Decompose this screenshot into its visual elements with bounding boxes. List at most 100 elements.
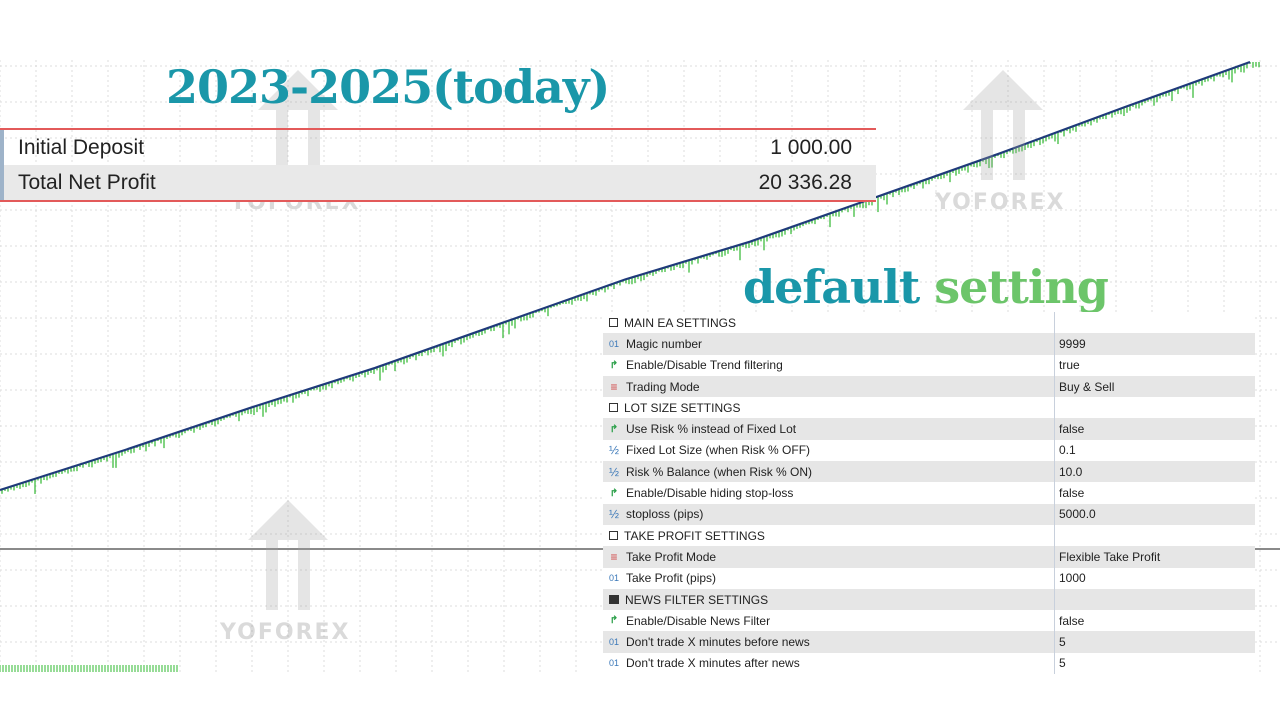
checkbox-icon [609,531,618,541]
watermark-logo [248,500,328,610]
parameter-row[interactable]: ≡ Trading Mode Buy & Sell [603,375,1255,398]
settings-heading-part1: default [743,260,920,314]
parameter-value[interactable]: false [1059,422,1085,437]
enum-icon: ≡ [610,379,618,394]
parameter-name-cell: 01 Don't trade X minutes before news [603,631,1055,653]
parameter-row[interactable]: 01 Don't trade X minutes before news 5 [603,631,1255,653]
parameter-value[interactable]: Flexible Take Profit [1059,549,1161,564]
integer-icon: 01 [608,338,619,349]
parameter-name: Enable/Disable hiding stop-loss [626,486,794,501]
volume-bars [0,665,178,672]
boolean-icon: ↱ [609,423,619,435]
summary-row-net-profit: Total Net Profit 20 336.28 [0,165,876,200]
parameter-name-cell: ↱ Enable/Disable News Filter [603,610,1055,632]
parameter-name-cell: ≡ Take Profit Mode [603,546,1055,568]
parameter-row[interactable]: ↱ Enable/Disable Trend filtering true [603,354,1255,376]
parameter-row[interactable]: 01 Take Profit (pips) 1000 [603,567,1255,589]
parameter-row[interactable]: 01 Don't trade X minutes after news 5 [603,652,1255,675]
parameter-row[interactable]: ↱ Use Risk % instead of Fixed Lot false [603,418,1255,440]
parameter-name: MAIN EA SETTINGS [624,315,737,330]
boolean-icon: ↱ [609,615,619,627]
parameter-row[interactable]: ↱ Enable/Disable hiding stop-loss false [603,482,1255,504]
parameter-row[interactable]: 01 Magic number 9999 [603,333,1255,355]
integer-icon: 01 [608,637,619,648]
summary-row-initial-deposit: Initial Deposit 1 000.00 [0,130,876,165]
parameter-name: Fixed Lot Size (when Risk % OFF) [626,443,811,458]
enum-icon: ≡ [610,549,618,564]
balance-line [0,60,1251,492]
settings-heading: default setting [743,260,1109,314]
summary-table: Initial Deposit 1 000.00 Total Net Profi… [0,128,876,202]
parameter-value[interactable]: 1000 [1059,571,1086,586]
parameter-name: Enable/Disable Trend filtering [626,358,783,373]
checkbox-icon [609,403,618,413]
parameter-value[interactable]: false [1059,486,1085,501]
parameters-table: MAIN EA SETTINGS 01 Magic number 9999 ↱ Enabl… [603,312,1255,675]
checkbox-icon [609,318,618,328]
parameter-value[interactable]: 5000.0 [1059,507,1096,522]
parameter-value[interactable]: 0.1 [1059,443,1076,458]
parameter-name-cell: NEWS FILTER SETTINGS [603,588,1055,611]
parameter-name-cell: ≡ Trading Mode [603,375,1055,398]
watermark-logo [258,70,338,180]
parameter-name-cell: ½ Fixed Lot Size (when Risk % OFF) [603,439,1055,462]
parameter-row[interactable]: NEWS FILTER SETTINGS [603,588,1255,611]
parameter-row[interactable]: ↱ Enable/Disable News Filter false [603,610,1255,632]
parameter-name: Don't trade X minutes before news [626,635,810,650]
parameter-name-cell: ↱ Enable/Disable hiding stop-loss [603,482,1055,504]
boolean-icon: ↱ [609,487,619,499]
parameter-row[interactable]: ≡ Take Profit Mode Flexible Take Profit [603,546,1255,568]
summary-label: Initial Deposit [18,135,145,159]
parameter-name: LOT SIZE SETTINGS [624,400,741,415]
parameter-name-cell: 01 Magic number [603,333,1055,355]
parameter-row[interactable]: LOT SIZE SETTINGS [603,397,1255,419]
parameter-value[interactable]: Buy & Sell [1059,379,1115,394]
boolean-icon: ↱ [609,359,619,371]
parameter-name: Take Profit (pips) [626,571,717,586]
calendar-icon [609,595,619,604]
watermark-text: YOFOREX [935,190,1066,215]
parameter-name-cell: ↱ Enable/Disable Trend filtering [603,354,1055,376]
parameter-value[interactable]: 5 [1059,656,1066,671]
parameter-row[interactable]: ½ Fixed Lot Size (when Risk % OFF) 0.1 [603,439,1255,462]
summary-value: 1 000.00 [770,135,852,159]
double-icon: ½ [608,464,619,479]
parameter-value[interactable]: false [1059,613,1085,628]
parameter-name-cell: TAKE PROFIT SETTINGS [603,524,1055,547]
watermark-logo [963,70,1043,180]
parameter-name: Use Risk % instead of Fixed Lot [626,422,797,437]
parameter-name-cell: LOT SIZE SETTINGS [603,397,1055,419]
summary-value: 20 336.28 [758,170,852,194]
watermark-text: YOFOREX [220,620,351,645]
parameter-name: Trading Mode [626,379,700,394]
page-title: 2023-2025(today) [166,60,610,114]
parameter-name: Risk % Balance (when Risk % ON) [626,464,813,479]
parameter-name: TAKE PROFIT SETTINGS [624,528,765,543]
parameter-row[interactable]: ½ stoploss (pips) 5000.0 [603,503,1255,525]
double-icon: ½ [608,507,619,522]
parameter-name: NEWS FILTER SETTINGS [625,592,769,607]
integer-icon: 01 [608,573,619,584]
parameter-name-cell: ½ stoploss (pips) [603,503,1055,525]
parameter-value[interactable]: 5 [1059,635,1066,650]
parameter-row[interactable]: ½ Risk % Balance (when Risk % ON) 10.0 [603,461,1255,483]
integer-icon: 01 [608,658,619,669]
parameter-name-cell: 01 Take Profit (pips) [603,567,1055,589]
parameter-value[interactable]: 9999 [1059,336,1086,351]
parameter-name-cell: MAIN EA SETTINGS [603,312,1055,334]
parameter-name-cell: ↱ Use Risk % instead of Fixed Lot [603,418,1055,440]
parameter-value[interactable]: true [1059,358,1080,373]
parameter-name-cell: ½ Risk % Balance (when Risk % ON) [603,461,1055,483]
settings-heading-part2: setting [934,260,1109,314]
parameter-name: Don't trade X minutes after news [626,656,800,671]
parameter-value[interactable]: 10.0 [1059,464,1083,479]
parameter-name: Enable/Disable News Filter [626,613,771,628]
parameter-name: Take Profit Mode [626,549,717,564]
parameter-name-cell: 01 Don't trade X minutes after news [603,652,1055,675]
double-icon: ½ [608,443,619,458]
parameter-row[interactable]: MAIN EA SETTINGS [603,312,1255,334]
parameter-row[interactable]: TAKE PROFIT SETTINGS [603,524,1255,547]
summary-label: Total Net Profit [18,170,156,194]
parameter-name: Magic number [626,336,703,351]
parameter-name: stoploss (pips) [626,507,704,522]
